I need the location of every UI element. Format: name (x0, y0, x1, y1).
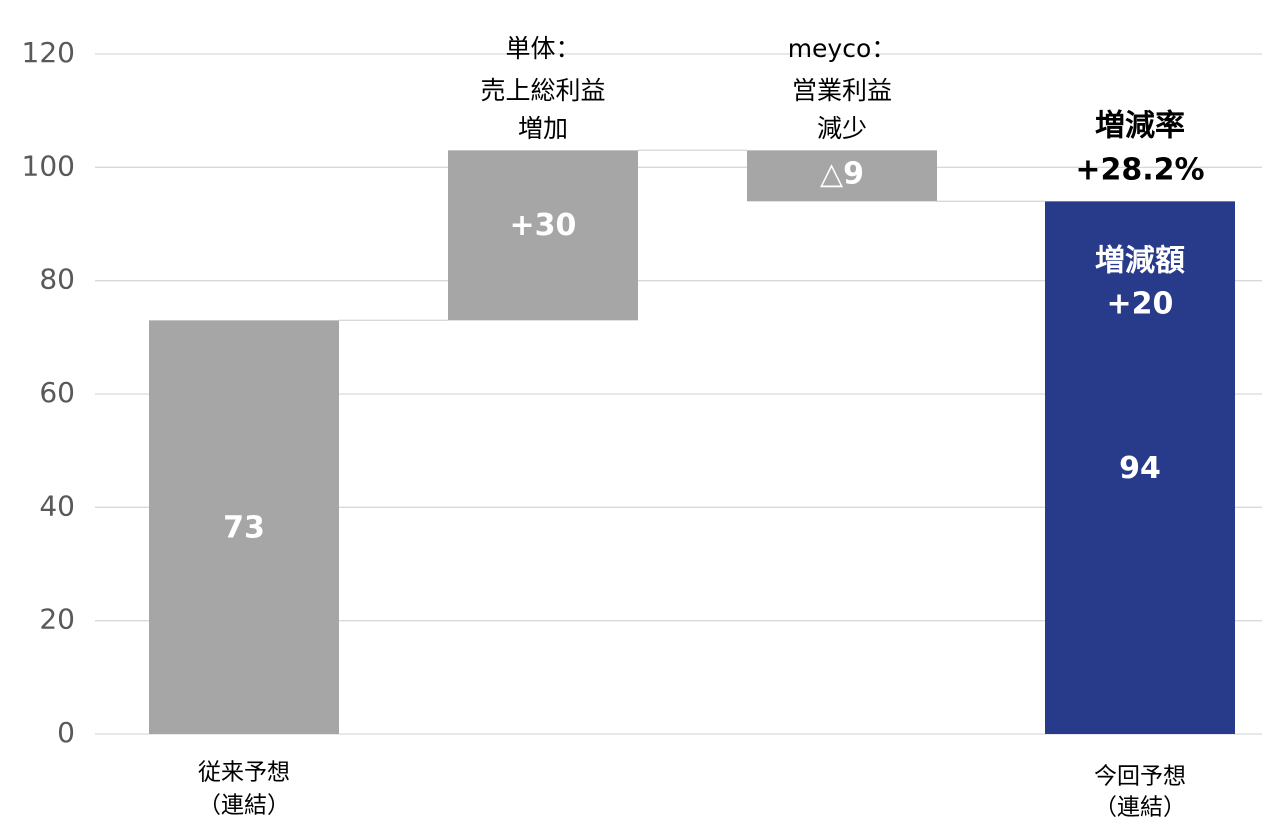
category-label-2-line-3: 増加 (518, 114, 568, 143)
y-tick-label-120: 120 (22, 36, 75, 69)
y-tick-label-60: 60 (39, 376, 75, 409)
category-label-3-line-3: 減少 (817, 114, 867, 143)
bar-3 (747, 150, 937, 202)
category-label-4-line-2: （連結） (1094, 795, 1186, 821)
category-label-4-line-1: 今回予想 (1094, 764, 1186, 790)
change-amount-line-1: 増減額 (1095, 244, 1185, 279)
change-amount-annotation: 増減額 +20 (1095, 244, 1185, 322)
change-rate-annotation: 増減率 +28.2% (1075, 109, 1204, 188)
y-tick-label-100: 100 (22, 149, 75, 182)
category-label-1-line-1: 従来予想 (198, 760, 290, 786)
y-tick-label-40: 40 (39, 489, 75, 522)
data-label-1: 73 (223, 511, 265, 546)
y-tick-label-80: 80 (39, 263, 75, 296)
y-tick-label-20: 20 (39, 603, 75, 636)
category-label-1-line-2: （連結） (198, 793, 290, 819)
data-label-4: 94 (1119, 451, 1161, 486)
bar-4 (1045, 201, 1235, 735)
category-label-2-line-2: 売上総利益 (480, 76, 605, 105)
y-axis-ticks: 0 20 40 60 80 100 120 (22, 36, 75, 749)
bar-1 (149, 320, 339, 734)
change-amount-line-2: +20 (1107, 287, 1174, 322)
y-tick-label-0: 0 (57, 716, 75, 749)
category-label-3-line-2: 営業利益 (792, 76, 892, 105)
value-labels: 73 +30 △9 94 (223, 156, 1161, 545)
data-label-3: △9 (820, 156, 864, 191)
connectors (339, 149, 1045, 321)
category-label-2-line-1: 単体： (505, 34, 580, 63)
category-label-3-line-1: meyco： (788, 34, 897, 63)
data-label-2: +30 (510, 208, 577, 243)
bar-2 (448, 150, 638, 321)
change-rate-line-1: 増減率 (1095, 109, 1185, 144)
change-rate-line-2: +28.2% (1075, 153, 1204, 188)
bars (149, 150, 1235, 735)
